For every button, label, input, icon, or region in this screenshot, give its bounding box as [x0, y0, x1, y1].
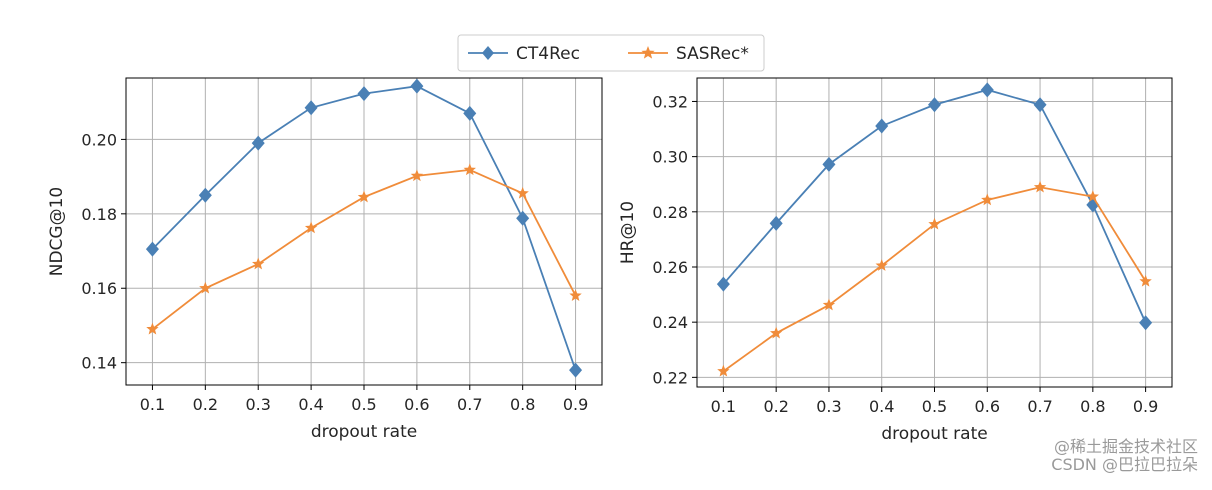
ndcg-ytick-label: 0.20: [81, 130, 117, 149]
hr-point-ct4rec: [980, 82, 994, 98]
ndcg-xtick-label: 0.2: [193, 395, 218, 414]
ndcg-point-sasrec: [516, 186, 529, 199]
ndcg-xtick-label: 0.1: [140, 395, 165, 414]
hr-ytick-label: 0.28: [652, 203, 688, 222]
hr-ytick-label: 0.22: [652, 368, 688, 387]
hr-point-sasrec: [1033, 180, 1047, 193]
ndcg-ylabel: NDCG@10: [47, 187, 67, 276]
hr-series: [716, 82, 1153, 377]
legend-marker-diamond: [482, 46, 494, 60]
ndcg-point-ct4rec: [145, 241, 159, 257]
ndcg-ytick-label: 0.14: [81, 354, 117, 373]
legend-marker-star: [641, 46, 655, 59]
watermark-line-2: CSDN @巴拉巴拉朵: [1051, 455, 1198, 474]
ndcg-xtick-label: 0.4: [298, 395, 323, 414]
hr-point-sasrec: [769, 326, 783, 339]
hr-xtick-label: 0.7: [1027, 397, 1052, 416]
hr-point-sasrec: [717, 364, 730, 377]
legend: CT4Rec SASRec*: [457, 34, 765, 72]
hr-ytick-label: 0.30: [652, 148, 688, 167]
hr-xtick-label: 0.1: [711, 397, 736, 416]
ndcg-point-sasrec: [252, 257, 265, 270]
ndcg-xtick-label: 0.9: [563, 395, 588, 414]
ndcg-point-sasrec: [410, 169, 424, 182]
hr-point-sasrec: [1139, 274, 1152, 287]
hr-ytick-label: 0.24: [652, 313, 688, 332]
ndcg-xtick-label: 0.6: [404, 395, 429, 414]
hr-point-ct4rec: [769, 215, 783, 231]
ndcg-point-ct4rec: [251, 135, 265, 151]
hr-point-ct4rec: [716, 276, 730, 292]
ndcg-xtick-label: 0.5: [351, 395, 376, 414]
ndcg-xlabel: dropout rate: [311, 422, 417, 442]
hr-xtick-label: 0.3: [816, 397, 841, 416]
hr-chart: 0.1 0.2 0.3 0.4 0.5 0.6 0.7 0.8 0.9 0.22 0.24 0.26 0…: [618, 77, 1173, 444]
legend-frame: [457, 34, 765, 72]
hr-point-sasrec: [1086, 190, 1100, 202]
ndcg-point-ct4rec: [410, 78, 424, 94]
ndcg-series: [145, 78, 583, 378]
hr-point-sasrec: [875, 259, 888, 271]
hr-point-sasrec: [928, 217, 941, 230]
ndcg-ticks: 0.1 0.2 0.3 0.4 0.5 0.6 0.7 0.8 0.9 0.14 0.16 0.18 0…: [81, 130, 588, 414]
hr-axes-frame: [696, 77, 1173, 388]
watermark: @稀土掘金技术社区 CSDN @巴拉巴拉朵: [1051, 438, 1198, 474]
legend-label-ct4rec: CT4Rec: [516, 44, 580, 64]
legend-label-sasrec: SASRec*: [676, 44, 749, 64]
ndcg-point-sasrec: [569, 289, 582, 301]
ndcg-point-ct4rec: [198, 187, 212, 203]
hr-ticks: 0.1 0.2 0.3 0.4 0.5 0.6 0.7 0.8 0.9 0.22 0.24 0.26 0…: [652, 92, 1158, 416]
hr-ylabel: HR@10: [618, 201, 638, 264]
ndcg-xtick-label: 0.8: [510, 395, 535, 414]
hr-xtick-label: 0.4: [869, 397, 894, 416]
ndcg-point-sasrec: [304, 221, 318, 234]
watermark-line-1: @稀土掘金技术社区: [1053, 437, 1198, 456]
hr-point-ct4rec: [875, 118, 889, 134]
ndcg-point-ct4rec: [463, 105, 477, 121]
ndcg-ytick-label: 0.16: [81, 279, 117, 298]
ndcg-point-sasrec: [463, 163, 476, 176]
ndcg-chart: 0.1 0.2 0.3 0.4 0.5 0.6 0.7 0.8 0.9 0.14 0.16 0.18 0…: [47, 77, 603, 442]
hr-xtick-label: 0.8: [1080, 397, 1105, 416]
ndcg-point-ct4rec: [516, 210, 530, 226]
hr-xtick-label: 0.6: [975, 397, 1000, 416]
ndcg-point-ct4rec: [304, 100, 318, 116]
ndcg-point-sasrec: [199, 281, 212, 294]
hr-point-ct4rec: [1033, 97, 1047, 113]
ndcg-ytick-label: 0.18: [81, 205, 117, 224]
hr-xtick-label: 0.9: [1133, 397, 1158, 416]
hr-xtick-label: 0.5: [922, 397, 947, 416]
ndcg-point-sasrec: [357, 190, 371, 203]
hr-point-sasrec: [822, 298, 836, 311]
ndcg-xtick-label: 0.7: [457, 395, 482, 414]
hr-point-ct4rec: [928, 97, 941, 113]
hr-point-ct4rec: [822, 156, 836, 172]
hr-ytick-label: 0.32: [652, 92, 688, 111]
ndcg-point-sasrec: [146, 322, 159, 335]
ndcg-axes-frame: [125, 77, 603, 386]
ndcg-xtick-label: 0.3: [245, 395, 270, 414]
hr-point-sasrec: [981, 193, 994, 206]
hr-point-ct4rec: [1139, 315, 1153, 331]
hr-ytick-label: 0.26: [652, 258, 688, 277]
hr-xlabel: dropout rate: [881, 424, 987, 444]
hr-xtick-label: 0.2: [763, 397, 788, 416]
ndcg-point-ct4rec: [569, 362, 583, 378]
ndcg-gridlines: [126, 78, 602, 385]
ndcg-point-ct4rec: [357, 86, 371, 102]
